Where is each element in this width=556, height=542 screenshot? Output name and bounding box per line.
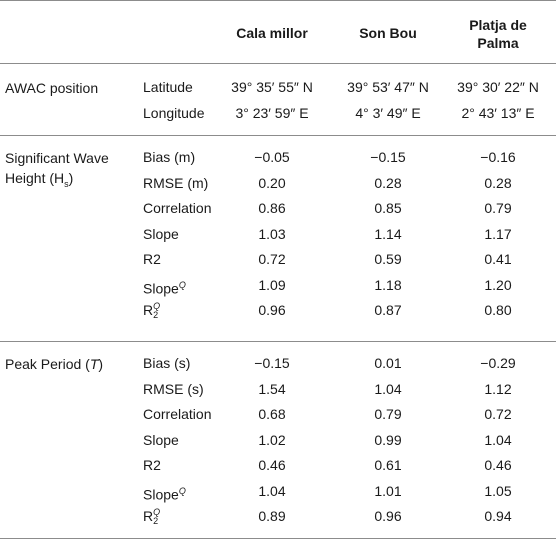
table-top-rule (0, 0, 556, 1)
metric-label: Correlation (143, 406, 212, 422)
section-rule (0, 135, 556, 136)
column-header: Cala millor (236, 25, 308, 41)
metric-label: RMSE (s) (143, 381, 204, 397)
section-label: Significant Wave Height (Hs) (5, 150, 109, 189)
table-cell: 1.09 (258, 277, 286, 293)
metric-label: Correlation (143, 200, 212, 216)
column-header: Platja de Palma (469, 17, 527, 51)
table-cell: 0.28 (374, 175, 402, 191)
table-cell: 1.03 (258, 226, 286, 242)
table-cell: 0.68 (258, 406, 286, 422)
table-cell: 39° 35′ 55″ N (231, 79, 313, 95)
metric-label: R2 (143, 457, 161, 473)
table-cell: 0.94 (484, 508, 512, 524)
table-cell: 1.14 (374, 226, 402, 242)
table-cell: 0.99 (374, 432, 402, 448)
table-cell: 1.04 (258, 483, 286, 499)
table-cell: −0.05 (254, 149, 290, 165)
table-cell: −0.15 (254, 355, 290, 371)
table-cell: 1.17 (484, 226, 512, 242)
table-cell: 1.01 (374, 483, 402, 499)
table-cell: 0.46 (484, 457, 512, 473)
section-label: Peak Period (T) (5, 356, 104, 372)
metric-label: RMSE (m) (143, 175, 209, 191)
table-cell: 2° 43′ 13″ E (461, 105, 535, 121)
table-cell: 0.28 (484, 175, 512, 191)
table-cell: 0.20 (258, 175, 286, 191)
table-cell: 0.86 (258, 200, 286, 216)
table-cell: 1.54 (258, 381, 286, 397)
table-cell: 3° 23′ 59″ E (235, 105, 309, 121)
table-cell: 0.96 (374, 508, 402, 524)
table-cell: 4° 3′ 49″ E (355, 105, 421, 121)
table-cell: 1.05 (484, 483, 512, 499)
table-cell: 0.72 (484, 406, 512, 422)
metric-label: Slope (143, 432, 179, 448)
table-cell: −0.15 (370, 149, 406, 165)
table-cell: 1.20 (484, 277, 512, 293)
table-cell: 0.80 (484, 302, 512, 318)
metric-label: Longitude (143, 105, 205, 121)
table-cell: 0.01 (374, 355, 402, 371)
table-cell: 0.96 (258, 302, 286, 318)
table-cell: 0.79 (484, 200, 512, 216)
section-rule (0, 538, 556, 539)
header-rule (0, 63, 556, 64)
table-cell: 1.04 (484, 432, 512, 448)
column-header: Son Bou (359, 25, 417, 41)
table-cell: −0.16 (480, 149, 516, 165)
table-cell: 39° 53′ 47″ N (347, 79, 429, 95)
table-cell: 0.59 (374, 251, 402, 267)
table-cell: −0.29 (480, 355, 516, 371)
table-cell: 0.89 (258, 508, 286, 524)
metric-label: SlopeQ (143, 280, 186, 297)
table-cell: 0.85 (374, 200, 402, 216)
metric-label: Slope (143, 226, 179, 242)
table-cell: 0.46 (258, 457, 286, 473)
metric-label: RQ 2 (143, 507, 161, 527)
metric-label: Bias (s) (143, 355, 191, 371)
table-cell: 1.04 (374, 381, 402, 397)
metric-label: RQ 2 (143, 301, 161, 321)
table-cell: 1.18 (374, 277, 402, 293)
table-cell: 0.61 (374, 457, 402, 473)
metric-label: Latitude (143, 79, 193, 95)
section-label: AWAC position (5, 80, 99, 96)
table-cell: 1.02 (258, 432, 286, 448)
section-rule (0, 341, 556, 342)
table-cell: 1.12 (484, 381, 512, 397)
metric-label: R2 (143, 251, 161, 267)
table-cell: 0.72 (258, 251, 286, 267)
table-cell: 39° 30′ 22″ N (457, 79, 539, 95)
table-cell: 0.87 (374, 302, 402, 318)
metric-label: Bias (m) (143, 149, 196, 165)
table-cell: 0.41 (484, 251, 512, 267)
metric-label: SlopeQ (143, 486, 186, 503)
table-cell: 0.79 (374, 406, 402, 422)
